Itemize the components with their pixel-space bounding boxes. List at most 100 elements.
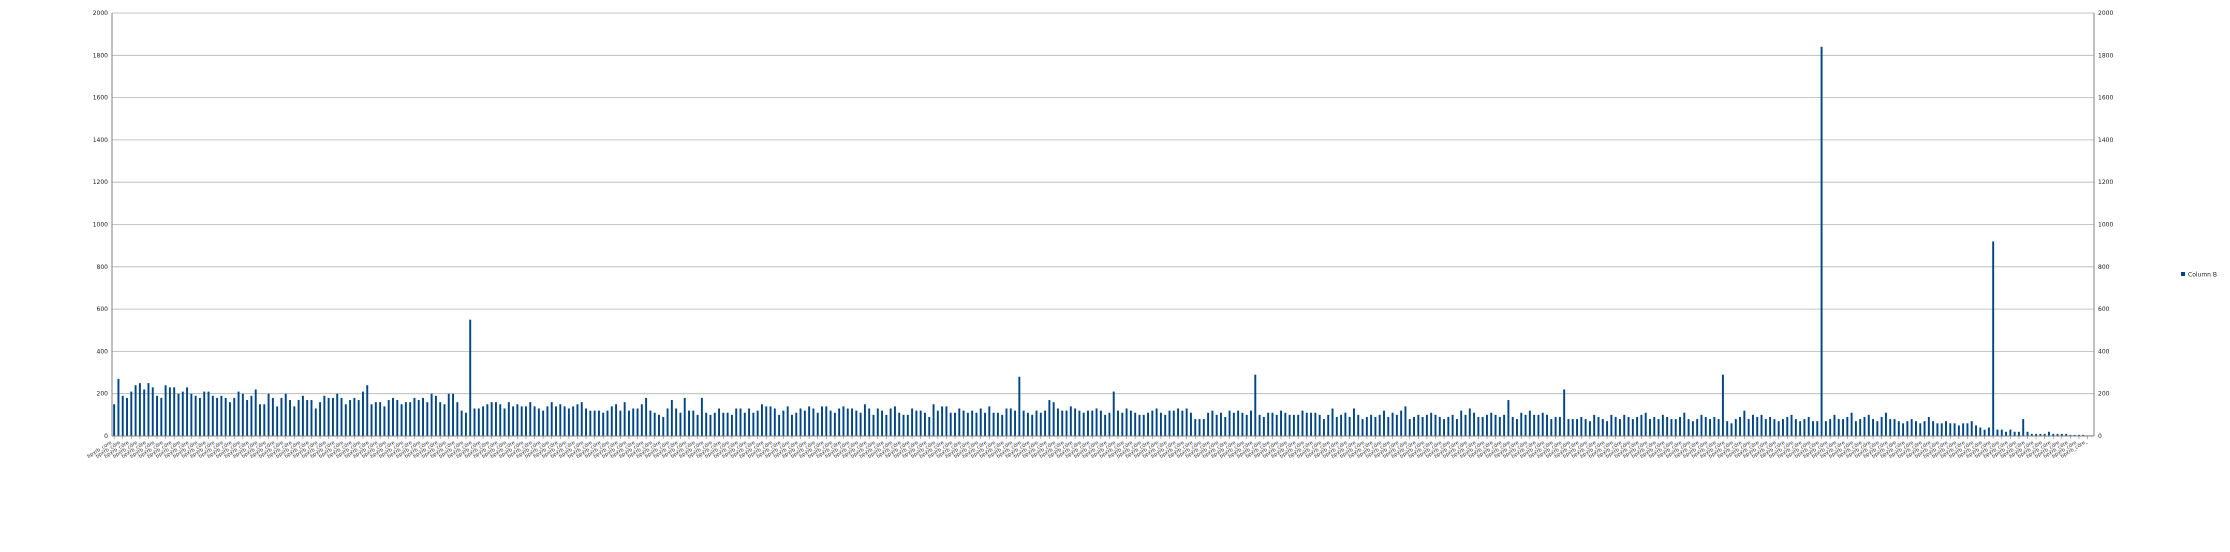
bar bbox=[1902, 423, 1905, 436]
bar bbox=[1854, 421, 1857, 436]
bar bbox=[1447, 416, 1450, 436]
bar bbox=[1661, 414, 1664, 436]
bar bbox=[1863, 416, 1866, 436]
bar bbox=[1936, 423, 1939, 436]
y-tick-label-left: 1800 bbox=[93, 52, 108, 59]
y-tick-label-left: 400 bbox=[97, 348, 109, 355]
bar bbox=[872, 414, 875, 436]
bar bbox=[2030, 433, 2033, 436]
bar bbox=[190, 393, 193, 436]
bar bbox=[859, 412, 862, 436]
bar bbox=[276, 406, 279, 436]
bar bbox=[555, 406, 557, 436]
bar bbox=[597, 410, 600, 436]
bar bbox=[1975, 425, 1977, 436]
bar bbox=[1983, 429, 1986, 436]
bar bbox=[1494, 414, 1497, 436]
bar bbox=[1966, 423, 1969, 436]
bar bbox=[1220, 412, 1222, 436]
bar bbox=[748, 408, 751, 436]
bar bbox=[1859, 419, 1862, 436]
bar bbox=[838, 408, 841, 436]
bar bbox=[241, 393, 244, 436]
bar bbox=[143, 389, 146, 436]
bar bbox=[1679, 416, 1681, 436]
bar bbox=[1554, 416, 1557, 436]
bar bbox=[1730, 423, 1733, 436]
bar bbox=[988, 406, 991, 436]
bar bbox=[1395, 414, 1398, 436]
bar bbox=[623, 402, 626, 436]
bar bbox=[1262, 416, 1265, 436]
bar bbox=[1889, 419, 1892, 436]
bar bbox=[2017, 431, 2020, 436]
bar bbox=[1361, 419, 1364, 436]
bar bbox=[1091, 410, 1094, 436]
y-tick-label-right: 1600 bbox=[2098, 95, 2113, 102]
bar bbox=[1129, 410, 1132, 436]
bar bbox=[216, 397, 219, 436]
bar bbox=[1052, 402, 1055, 436]
x-axis bbox=[111, 13, 2095, 439]
bar bbox=[1631, 419, 1634, 436]
bar bbox=[430, 393, 433, 436]
bar bbox=[2035, 433, 2038, 436]
bar bbox=[1576, 419, 1579, 436]
y-tick-label-right: 1400 bbox=[2098, 137, 2113, 144]
y-axis-right: 0 200 400 600 800 1000 1200 1400 1600 1800 2000 bbox=[2098, 10, 2113, 440]
y-tick-label-left: 600 bbox=[97, 306, 109, 313]
bars bbox=[113, 46, 2093, 437]
bar bbox=[846, 408, 849, 436]
bar bbox=[881, 410, 884, 436]
bar bbox=[1095, 408, 1098, 436]
bar bbox=[1267, 412, 1270, 436]
bar bbox=[126, 397, 128, 436]
bar bbox=[1271, 412, 1274, 436]
bar bbox=[1481, 416, 1484, 436]
bar bbox=[1434, 414, 1437, 436]
bar bbox=[1571, 419, 1574, 436]
y-tick-label-left: 200 bbox=[97, 391, 109, 398]
bar bbox=[975, 412, 978, 436]
bar bbox=[627, 410, 630, 436]
bar bbox=[2022, 419, 2025, 436]
bar bbox=[1164, 414, 1167, 436]
bar bbox=[1026, 412, 1029, 436]
bar bbox=[1297, 414, 1300, 436]
bar bbox=[958, 408, 961, 436]
y-tick-label-right: 400 bbox=[2098, 348, 2110, 355]
bar bbox=[670, 400, 673, 436]
bar bbox=[2065, 433, 2068, 436]
bar bbox=[1657, 419, 1660, 436]
bar bbox=[1353, 408, 1355, 436]
bar bbox=[1485, 414, 1488, 436]
bar bbox=[1232, 412, 1235, 436]
bar bbox=[512, 406, 515, 436]
bar bbox=[1987, 427, 1990, 436]
bar bbox=[1777, 421, 1780, 436]
bar bbox=[1344, 412, 1347, 436]
bar bbox=[314, 408, 317, 436]
bar bbox=[267, 393, 270, 436]
bar bbox=[1417, 414, 1420, 436]
bar bbox=[2000, 429, 2003, 436]
bar bbox=[443, 404, 446, 436]
bar bbox=[752, 412, 755, 436]
bar bbox=[284, 393, 287, 436]
bar bbox=[1704, 416, 1707, 436]
bar bbox=[1649, 419, 1651, 436]
bar bbox=[1726, 421, 1729, 436]
bar bbox=[1533, 414, 1536, 436]
bar bbox=[1747, 419, 1750, 436]
bar bbox=[2069, 434, 2072, 436]
bar bbox=[280, 397, 283, 436]
bar bbox=[426, 402, 429, 436]
bar bbox=[1275, 414, 1278, 436]
x-tick-labels: bpxrb_core_bpxrb_core_bpxrb_core_bpxrb_c… bbox=[86, 438, 2089, 459]
bar bbox=[1876, 421, 1879, 436]
bar bbox=[1546, 414, 1548, 436]
bar bbox=[452, 393, 455, 436]
bar bbox=[906, 414, 909, 436]
bar bbox=[593, 410, 596, 436]
bar bbox=[1370, 414, 1373, 436]
